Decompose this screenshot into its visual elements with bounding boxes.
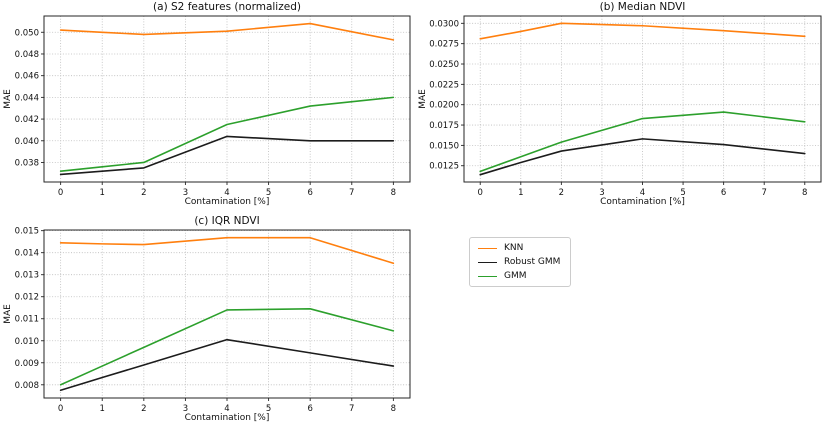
svg-text:5: 5 [266, 188, 271, 198]
svg-text:5: 5 [266, 404, 271, 414]
svg-text:0.010: 0.010 [15, 337, 39, 347]
svg-text:2: 2 [141, 404, 146, 414]
svg-text:0: 0 [58, 188, 63, 198]
svg-text:6: 6 [307, 188, 312, 198]
svg-text:8: 8 [391, 188, 396, 198]
svg-text:0.046: 0.046 [15, 72, 39, 82]
svg-text:0.040: 0.040 [15, 137, 39, 147]
legend: KNN Robust GMM GMM [469, 237, 572, 287]
svg-text:3: 3 [183, 188, 188, 198]
svg-text:4: 4 [640, 188, 645, 198]
svg-text:0.048: 0.048 [15, 50, 39, 60]
knn-line-icon [478, 247, 497, 249]
svg-text:0.012: 0.012 [15, 293, 39, 303]
legend-label-gmm: GMM [504, 271, 527, 281]
svg-text:8: 8 [802, 188, 807, 198]
svg-text:0.0200: 0.0200 [429, 101, 459, 111]
svg-text:0.008: 0.008 [15, 381, 39, 391]
svg-text:0.050: 0.050 [15, 28, 39, 38]
svg-text:0.0275: 0.0275 [429, 40, 459, 50]
svg-text:0.015: 0.015 [15, 227, 39, 237]
chart-a-title: (a) S2 features (normalized) [153, 1, 301, 13]
svg-text:0.013: 0.013 [15, 271, 39, 281]
svg-text:3: 3 [183, 404, 188, 414]
chart-b-y-axis-label: MAE [418, 89, 429, 109]
legend-label-knn: KNN [504, 243, 524, 253]
svg-text:7: 7 [349, 188, 354, 198]
svg-text:0.009: 0.009 [15, 359, 39, 369]
svg-text:4: 4 [224, 404, 229, 414]
svg-text:1: 1 [100, 404, 105, 414]
svg-text:0.0175: 0.0175 [429, 121, 459, 131]
svg-text:1: 1 [100, 188, 105, 198]
legend-label-robust-gmm: Robust GMM [504, 257, 561, 267]
svg-text:0.011: 0.011 [15, 315, 39, 325]
svg-text:0.0125: 0.0125 [429, 162, 459, 172]
legend-item-robust-gmm: Robust GMM [478, 257, 560, 267]
legend-item-knn: KNN [478, 243, 560, 253]
chart-b-title: (b) Median NDVI [599, 1, 686, 13]
svg-text:0.014: 0.014 [15, 249, 39, 259]
panel-c-iqr-ndvi: 0 1 2 3 4 5 6 7 8 0.008 0.009 0.010 0.011 0.012 0.013 0… [0, 215, 415, 429]
svg-text:1: 1 [518, 188, 523, 198]
gmm-line-icon [478, 275, 497, 277]
robust-gmm-line-icon [478, 261, 497, 263]
panel-b-median-ndvi: 0 1 2 3 4 5 6 7 8 0.0125 0.0150 0.0175 0.0200 0.0225 0… [415, 0, 830, 215]
plot-area-a: 0 1 2 3 4 5 6 7 8 0.038 0.040 0.042 0.044 0.046 0.048 0… [15, 15, 411, 198]
chart-c-y-axis-label: MAE [3, 304, 13, 324]
chart-a-y-axis-label: MAE [3, 89, 13, 109]
chart-c-title: (c) IQR NDVI [194, 215, 260, 227]
svg-text:0: 0 [478, 188, 483, 198]
svg-text:0.038: 0.038 [15, 158, 39, 168]
legend-item-gmm: GMM [478, 271, 560, 281]
svg-text:6: 6 [721, 188, 726, 198]
svg-text:0.0250: 0.0250 [429, 60, 459, 70]
svg-text:7: 7 [761, 188, 766, 198]
svg-text:8: 8 [391, 404, 396, 414]
svg-text:2: 2 [559, 188, 564, 198]
chart-a-x-axis-label: Contamination [%] [184, 197, 270, 207]
svg-text:0.042: 0.042 [15, 115, 39, 125]
svg-text:0.0300: 0.0300 [429, 19, 459, 29]
svg-text:0.044: 0.044 [15, 93, 39, 103]
plot-area-b: 0 1 2 3 4 5 6 7 8 0.0125 0.0150 0.0175 0.0200 0.0225 0… [429, 15, 822, 198]
panel-a-s2-features: 0 1 2 3 4 5 6 7 8 0.038 0.040 0.042 0.044 0.046 0.048 0… [0, 0, 415, 215]
svg-text:5: 5 [680, 188, 685, 198]
svg-text:7: 7 [349, 404, 354, 414]
chart-c-x-axis-label: Contamination [%] [184, 413, 270, 423]
svg-text:3: 3 [599, 188, 604, 198]
svg-text:6: 6 [307, 404, 312, 414]
plot-area-c: 0 1 2 3 4 5 6 7 8 0.008 0.009 0.010 0.011 0.012 0.013 0… [15, 227, 411, 414]
svg-text:0.0150: 0.0150 [429, 141, 459, 151]
svg-text:0.0225: 0.0225 [429, 80, 459, 90]
svg-text:2: 2 [141, 188, 146, 198]
chart-b-x-axis-label: Contamination [%] [600, 197, 685, 207]
svg-text:4: 4 [224, 188, 229, 198]
svg-text:0: 0 [58, 404, 63, 414]
